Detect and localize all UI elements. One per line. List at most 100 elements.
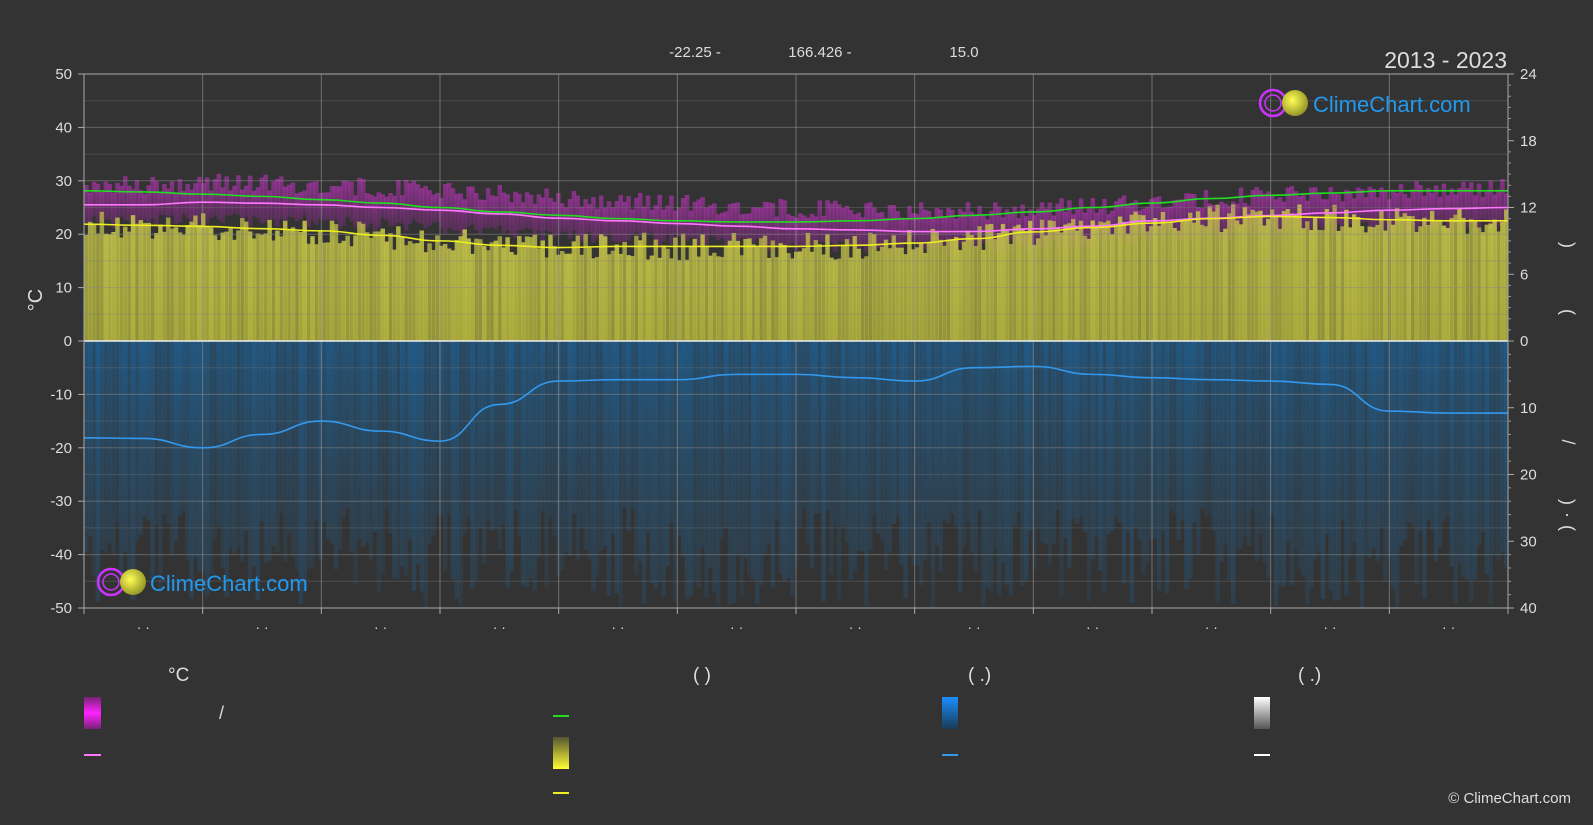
sunshine-bar: [364, 232, 370, 341]
sunshine-bar: [501, 247, 506, 341]
right-tick-label: 20: [1520, 467, 1537, 484]
sunshine-bar: [751, 244, 756, 341]
sunshine-bar: [1152, 218, 1158, 341]
temp-range-bar: [1367, 186, 1373, 233]
temp-range-bar: [969, 211, 975, 245]
temp-range-bar: [1422, 195, 1427, 228]
temp-range-bar: [797, 213, 803, 248]
precip-bar: [1133, 341, 1138, 528]
logo-bottom[interactable]: ClimeChart.com: [96, 567, 308, 597]
precip-bar: [680, 341, 686, 557]
temp-range-bar: [774, 216, 780, 248]
precip-bar: [610, 341, 616, 534]
sunshine-bar: [353, 235, 358, 341]
precip-bar: [774, 341, 780, 520]
sunshine-bar: [150, 238, 155, 341]
temp-range-bar: [852, 214, 858, 241]
precip-bar: [286, 341, 292, 533]
sunshine-bar: [1476, 227, 1482, 341]
precip-bar: [825, 341, 830, 511]
series-line-1: [84, 190, 1508, 223]
temp-range-bar: [708, 205, 713, 236]
temp-range-bar: [454, 193, 460, 231]
precip-bar: [1035, 341, 1041, 529]
sunshine-bar: [1258, 210, 1263, 341]
sunshine-bar: [1285, 209, 1291, 341]
precip-bar: [1468, 341, 1474, 603]
precip-bar: [146, 341, 151, 521]
sunshine-bar: [87, 221, 93, 341]
precip-bar: [552, 341, 557, 536]
precip-bar: [173, 341, 179, 542]
sunshine-bar: [766, 258, 772, 341]
precip-bar: [1231, 341, 1236, 604]
precip-bar: [520, 341, 526, 586]
precip-bar: [766, 341, 772, 544]
precip-bar: [236, 341, 241, 547]
temp-range-bar: [996, 206, 1002, 249]
temp-range-bar: [368, 194, 374, 224]
temp-range-bar: [126, 185, 132, 222]
sunshine-bar: [571, 241, 577, 341]
left-tick-label: 0: [64, 333, 72, 350]
temp-range-bar: [571, 191, 577, 232]
precip-bar: [528, 341, 534, 579]
precip-bar: [844, 341, 850, 543]
temp-range-bar: [224, 176, 229, 216]
right-tick-label: 0: [1520, 333, 1528, 350]
sunshine-bar: [407, 241, 413, 341]
precip-bar: [279, 341, 284, 513]
sunshine-bar: [704, 246, 709, 341]
precip-bar: [1012, 341, 1018, 527]
precip-bar: [989, 341, 994, 592]
sunshine-bar: [1461, 217, 1466, 341]
sunshine-bar: [595, 256, 600, 341]
precip-bar: [614, 341, 620, 594]
temp-range-bar: [240, 189, 245, 224]
temp-range-bar: [220, 187, 226, 224]
logo-top[interactable]: ClimeChart.com: [1258, 88, 1471, 118]
precip-bar: [727, 341, 733, 605]
sunshine-bar: [914, 247, 920, 341]
precip-bar: [189, 341, 194, 599]
sunshine-bar: [415, 243, 421, 341]
sunshine-bar: [961, 241, 967, 341]
precip-bar: [700, 341, 705, 549]
sunshine-bar: [325, 242, 331, 341]
temp-range-bar: [918, 202, 924, 255]
precip-bar: [1191, 341, 1197, 523]
temp-range-bar: [400, 195, 405, 224]
sunshine-bar: [1488, 223, 1493, 341]
temp-range-bar: [1145, 206, 1150, 242]
precip-bar: [1000, 341, 1006, 563]
sunshine-bar: [517, 235, 522, 341]
temp-range-bar: [1492, 194, 1497, 229]
sunshine-bar: [384, 241, 389, 341]
sunshine-bar: [333, 224, 339, 341]
precip-bar: [1496, 341, 1501, 560]
sunshine-bar: [770, 240, 776, 341]
precip-bar: [747, 341, 752, 575]
temp-range-bar: [1316, 193, 1322, 228]
temp-range-bar: [310, 182, 315, 221]
precip-bar: [1028, 341, 1033, 532]
sunshine-bar: [1129, 214, 1135, 341]
temp-range-bar: [403, 179, 409, 232]
temp-range-bar: [1351, 198, 1357, 229]
sunshine-bar: [1429, 210, 1435, 341]
precip-bar: [1055, 341, 1060, 510]
sunshine-bar: [349, 246, 354, 341]
sunshine-bar: [829, 257, 834, 341]
temp-range-bar: [1020, 204, 1025, 245]
precip-bar: [302, 341, 307, 593]
sunshine-bar: [294, 231, 300, 341]
precip-bar: [1098, 341, 1103, 571]
precip-bar: [1277, 341, 1283, 586]
sunshine-bar: [1324, 209, 1330, 341]
temp-range-bar: [1472, 195, 1478, 232]
precip-bar: [318, 341, 323, 561]
sunshine-bar: [747, 238, 752, 341]
precip-bar: [91, 341, 97, 576]
temp-range-bar: [427, 190, 432, 227]
temp-range-bar: [243, 185, 249, 217]
